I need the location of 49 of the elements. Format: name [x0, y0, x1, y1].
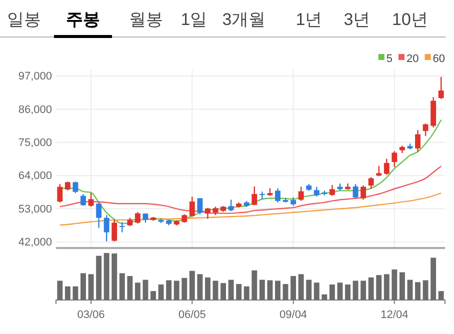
y-tick-label: 64,000: [18, 170, 52, 182]
candlestick: [189, 196, 195, 218]
text: 3년: [344, 10, 370, 29]
x-tick-label: 03/06: [77, 308, 105, 321]
candlestick: [392, 150, 398, 168]
y-tick-label: 75,000: [18, 136, 52, 149]
candlestick: [368, 176, 374, 190]
candlestick: [329, 184, 335, 196]
candlestick: [228, 199, 234, 212]
candlestick: [204, 207, 210, 220]
candlestick: [104, 214, 110, 242]
text: 월봉: [129, 10, 163, 29]
y-tick-label: 42,000: [18, 236, 52, 248]
legend-label: 5: [386, 53, 392, 65]
y-tick-label: 53,000: [18, 203, 52, 216]
x-tick-label: 06/05: [178, 308, 206, 321]
candlestick: [88, 192, 94, 208]
legend-label: 60: [432, 53, 445, 65]
text: 10년: [392, 10, 428, 29]
y-tick-label: 97,000: [18, 70, 52, 83]
candlestick: [80, 193, 86, 206]
x-tick-label: 09/04: [280, 308, 308, 321]
text: 3개월: [222, 10, 266, 29]
text: 1년: [296, 10, 322, 29]
legend-label: 20: [406, 53, 419, 65]
text: 1일: [180, 10, 208, 29]
y-tick-label: 86,000: [18, 104, 52, 116]
candlestick: [259, 190, 265, 200]
candlestick: [376, 165, 382, 177]
candlestick: [438, 76, 444, 100]
text: 일봉: [7, 10, 41, 29]
candlestick: [134, 212, 140, 224]
candlestick: [96, 202, 102, 228]
candlestick: [252, 186, 258, 206]
candlestick: [119, 221, 125, 233]
candlestick: [72, 181, 78, 194]
x-tick-label: 12/04: [380, 308, 408, 321]
candlestick: [314, 186, 320, 198]
candlestick: [360, 184, 366, 200]
candlestick: [422, 122, 428, 137]
candlestick: [197, 198, 203, 215]
candlestick: [57, 183, 63, 204]
text: 주봉: [66, 10, 100, 29]
candlestick: [298, 186, 304, 202]
candlestick: [352, 183, 358, 200]
candlestick: [112, 218, 118, 242]
candlestick: [415, 129, 420, 152]
candlestick: [384, 158, 390, 176]
candlestick: [275, 188, 280, 204]
